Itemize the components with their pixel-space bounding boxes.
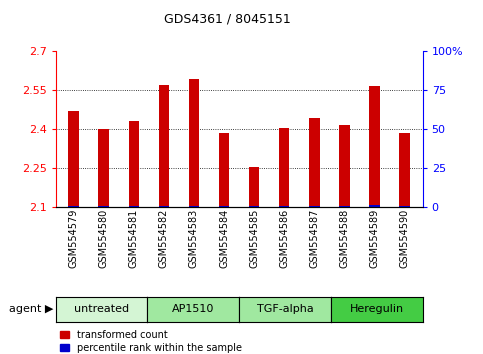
Bar (189, 206, 199, 207)
Bar (158, 206, 169, 207)
Bar (128, 206, 139, 207)
Bar (399, 133, 410, 207)
Bar (99, 206, 109, 207)
Bar (369, 205, 380, 207)
Bar (219, 206, 229, 207)
Bar (68, 111, 79, 207)
Text: Heregulin: Heregulin (350, 304, 404, 314)
Bar (68, 206, 79, 207)
Text: agent ▶: agent ▶ (9, 304, 53, 314)
Bar (99, 129, 109, 207)
Legend: transformed count, percentile rank within the sample: transformed count, percentile rank withi… (60, 330, 242, 353)
Bar (158, 85, 169, 207)
Bar (219, 133, 229, 207)
Text: untreated: untreated (74, 304, 129, 314)
Bar (309, 206, 320, 207)
Bar (279, 128, 289, 207)
Bar (279, 206, 289, 207)
Bar (309, 118, 320, 207)
Text: TGF-alpha: TGF-alpha (256, 304, 313, 314)
Bar (339, 206, 350, 207)
Bar (399, 206, 410, 207)
Text: GDS4361 / 8045151: GDS4361 / 8045151 (164, 12, 290, 25)
Bar (189, 79, 199, 207)
Bar (339, 125, 350, 207)
Bar (369, 86, 380, 207)
Bar (249, 206, 259, 207)
Text: AP1510: AP1510 (172, 304, 214, 314)
Bar (249, 167, 259, 207)
Bar (128, 121, 139, 207)
